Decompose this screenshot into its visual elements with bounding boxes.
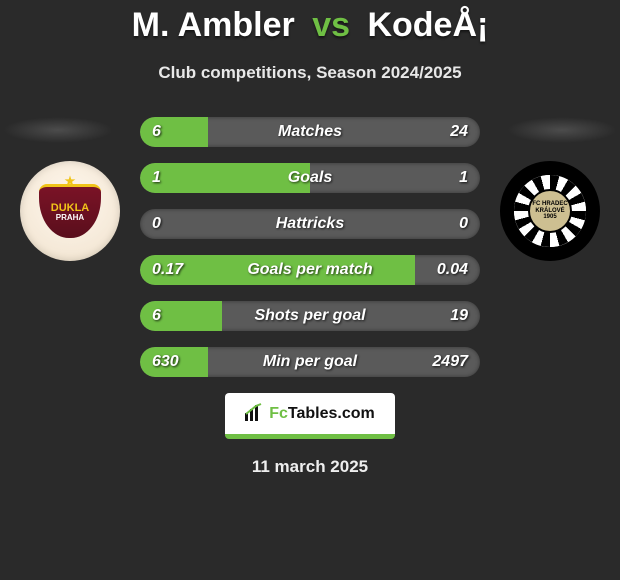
left-shadow bbox=[3, 117, 113, 143]
stat-label: Goals per match bbox=[140, 255, 480, 285]
stat-value-right: 0 bbox=[459, 209, 468, 239]
vs-label: vs bbox=[312, 6, 350, 44]
stat-value-right: 1 bbox=[459, 163, 468, 193]
stat-label: Hattricks bbox=[140, 209, 480, 239]
subtitle: Club competitions, Season 2024/2025 bbox=[0, 63, 620, 83]
crest-left-line2: PRAHA bbox=[56, 214, 84, 222]
brand-icon bbox=[245, 403, 263, 424]
crest-right-plate: FC HRADEC KRÁLOVÉ 1905 bbox=[528, 189, 572, 233]
stat-row: 0.17Goals per match0.04 bbox=[140, 255, 480, 285]
brand-text: FcTables.com bbox=[269, 405, 375, 423]
crest-right-pattern: FC HRADEC KRÁLOVÉ 1905 bbox=[514, 175, 586, 247]
stat-label: Shots per goal bbox=[140, 301, 480, 331]
stat-value-right: 2497 bbox=[432, 347, 468, 377]
brand-badge: FcTables.com bbox=[225, 393, 395, 439]
stat-label: Min per goal bbox=[140, 347, 480, 377]
star-icon: ★ bbox=[65, 175, 76, 188]
stat-row: 6Matches24 bbox=[140, 117, 480, 147]
brand-suffix: Tables.com bbox=[288, 405, 375, 422]
crest-left-shield: ★ DUKLA PRAHA bbox=[39, 184, 101, 238]
comparison-arena: ★ DUKLA PRAHA FC HRADEC KRÁLOVÉ 1905 6Ma… bbox=[0, 117, 620, 377]
stat-value-right: 24 bbox=[450, 117, 468, 147]
comparison-title: M. Ambler vs KodeÅ¡ bbox=[0, 0, 620, 45]
stat-value-right: 0.04 bbox=[437, 255, 468, 285]
stat-bars: 6Matches24 1Goals1 0Hattricks0 0.17Goals pe… bbox=[140, 117, 480, 377]
crest-right: FC HRADEC KRÁLOVÉ 1905 bbox=[500, 161, 600, 261]
stat-row: 6Shots per goal19 bbox=[140, 301, 480, 331]
stat-row: 1Goals1 bbox=[140, 163, 480, 193]
crest-left: ★ DUKLA PRAHA bbox=[20, 161, 120, 261]
stat-label: Goals bbox=[140, 163, 480, 193]
player2-name: KodeÅ¡ bbox=[367, 6, 488, 44]
brand-prefix: Fc bbox=[269, 405, 288, 422]
stat-label: Matches bbox=[140, 117, 480, 147]
player1-name: M. Ambler bbox=[132, 6, 295, 44]
stat-row: 630Min per goal2497 bbox=[140, 347, 480, 377]
stat-row: 0Hattricks0 bbox=[140, 209, 480, 239]
stat-value-right: 19 bbox=[450, 301, 468, 331]
date-label: 11 march 2025 bbox=[0, 457, 620, 477]
right-shadow bbox=[507, 117, 617, 143]
